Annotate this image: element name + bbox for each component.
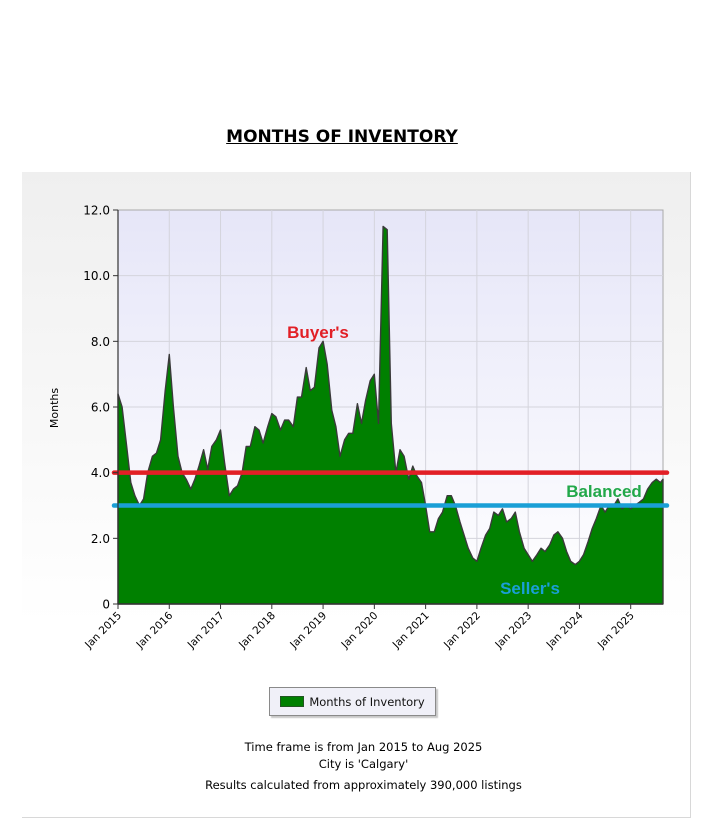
x-tick-label: Jan 2019 <box>287 610 329 652</box>
balanced-annotation: Balanced <box>566 482 642 501</box>
x-tick-label: Jan 2024 <box>544 609 586 651</box>
y-tick-label: 4.0 <box>91 466 110 480</box>
y-tick-label: 2.0 <box>91 532 110 546</box>
footnote-timeframe: Time frame is from Jan 2015 to Aug 2025 <box>244 740 483 754</box>
legend-label: Months of Inventory <box>309 694 425 709</box>
sellers-annotation: Seller's <box>500 579 560 598</box>
inventory-area <box>117 225 664 605</box>
y-tick-label: 6.0 <box>91 401 110 415</box>
footnote-results: Results calculated from approximately 39… <box>205 778 522 792</box>
y-tick-label: 12.0 <box>83 204 110 218</box>
y-tick-label: 0 <box>102 598 110 612</box>
x-tick-label: Jan 2018 <box>236 610 278 652</box>
footnote-city: City is 'Calgary' <box>318 757 409 771</box>
x-tick-label: Jan 2021 <box>390 610 432 652</box>
y-axis-title: Months <box>48 388 61 428</box>
x-tick-label: Jan 2020 <box>339 610 381 652</box>
legend-swatch <box>280 696 305 707</box>
page-title: MONTHS OF INVENTORY <box>226 127 458 147</box>
x-tick-label: Jan 2016 <box>133 609 175 651</box>
x-tick-label: Jan 2025 <box>595 610 637 652</box>
y-tick-label: 8.0 <box>91 335 110 349</box>
y-tick-label: 10.0 <box>83 269 110 283</box>
x-tick-label: Jan 2023 <box>492 610 534 652</box>
buyers-annotation: Buyer's <box>287 323 349 342</box>
x-tick-label: Jan 2022 <box>441 610 483 652</box>
x-tick-label: Jan 2015 <box>82 610 124 652</box>
reference-lines <box>111 470 670 508</box>
legend: Months of Inventory <box>269 687 436 716</box>
chart-panel: 0 2.0 4.0 6.0 8.0 10.0 12.0 Jan 2015 Jan 2016 Jan… <box>22 172 691 818</box>
x-tick-label: Jan 2017 <box>185 610 227 652</box>
